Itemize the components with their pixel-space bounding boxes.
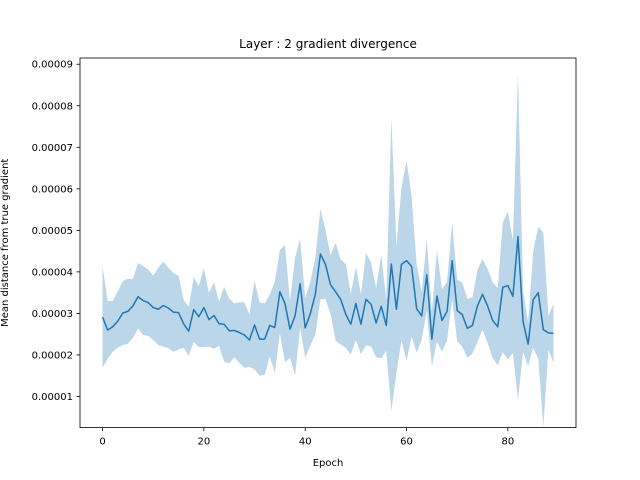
y-tick-label: 0.00001 xyxy=(32,392,73,403)
mean-line xyxy=(101,235,554,345)
y-axis-label: Mean distance from true gradient xyxy=(0,159,11,327)
plot-frame xyxy=(79,57,577,429)
x-tick-label: 0 xyxy=(99,437,105,448)
y-tick-label: 0.00005 xyxy=(32,226,73,237)
x-axis-label: Epoch xyxy=(313,458,344,469)
x-tick-label: 40 xyxy=(299,437,312,448)
y-tick-label: 0.00009 xyxy=(32,60,73,71)
x-axis-ticks: 0 20 40 60 80 xyxy=(99,427,514,448)
y-tick-label: 0.00006 xyxy=(32,184,73,195)
confidence-band xyxy=(102,72,554,427)
y-tick-label: 0.00004 xyxy=(32,267,73,278)
chart-title: Layer : 2 gradient divergence xyxy=(239,37,417,51)
x-tick-label: 60 xyxy=(400,437,413,448)
y-tick-label: 0.00007 xyxy=(32,143,73,154)
x-tick-label: 80 xyxy=(501,437,514,448)
plot-layer xyxy=(101,72,554,427)
y-axis-ticks: 0.00001 0.00002 0.00003 0.00004 0.00005 0.000… xyxy=(32,60,80,403)
y-tick-label: 0.00002 xyxy=(32,350,73,361)
y-tick-label: 0.00003 xyxy=(32,309,73,320)
y-tick-label: 0.00008 xyxy=(32,101,73,112)
x-tick-label: 20 xyxy=(198,437,211,448)
